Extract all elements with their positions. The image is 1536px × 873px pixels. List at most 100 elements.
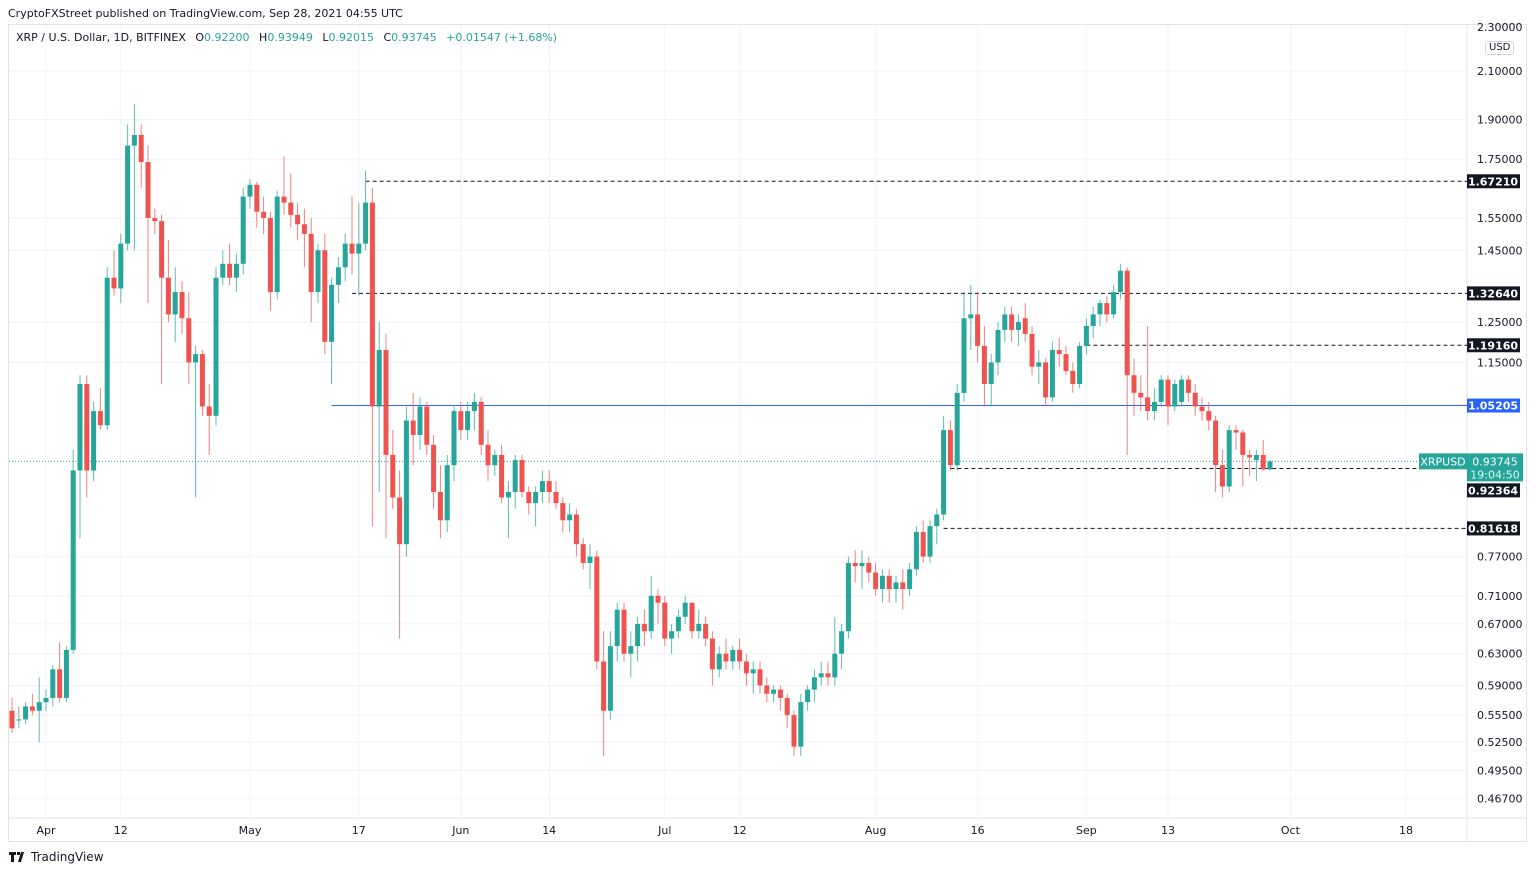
candle-body: [1124, 270, 1130, 376]
candle-body: [179, 292, 185, 319]
candle-body: [791, 715, 797, 747]
candle: [9, 697, 15, 733]
candle: [750, 661, 756, 694]
candle: [1083, 318, 1089, 355]
candle-body: [36, 702, 42, 711]
bar-countdown: 19:04:50: [1470, 468, 1519, 481]
candle: [492, 449, 498, 476]
candle-body: [186, 318, 192, 363]
candle: [757, 661, 763, 694]
candle-body: [70, 470, 76, 650]
x-tick-label: 14: [542, 824, 556, 837]
candle-body: [900, 582, 906, 590]
candle-body: [77, 383, 83, 471]
candle-body: [227, 263, 233, 278]
candle: [1179, 375, 1185, 407]
candle-body: [1151, 401, 1157, 412]
candle-body: [1206, 411, 1212, 421]
candle: [798, 693, 804, 756]
candle: [478, 397, 484, 455]
y-tick-label: 1.90000: [1477, 113, 1523, 126]
candle: [975, 292, 981, 363]
candle-body: [1158, 379, 1164, 402]
candle-body: [567, 514, 573, 521]
candle: [43, 689, 49, 711]
candle: [390, 430, 396, 509]
candle-body: [165, 277, 171, 315]
candle-body: [267, 217, 273, 293]
candle: [16, 706, 22, 729]
candle-body: [1219, 465, 1225, 487]
candle: [1260, 439, 1266, 471]
candle-body: [873, 572, 879, 590]
candle-body: [988, 362, 994, 384]
candle: [97, 388, 103, 431]
candle-body: [145, 162, 151, 218]
candle: [77, 375, 83, 539]
x-tick-label: Sep: [1076, 824, 1097, 837]
candle: [1213, 415, 1219, 492]
candle: [594, 550, 600, 670]
candle: [57, 642, 63, 703]
candle: [1036, 349, 1042, 384]
candle: [859, 550, 865, 590]
candle: [1104, 295, 1110, 323]
candle-body: [213, 277, 219, 416]
candle: [118, 233, 124, 304]
candle-body: [465, 411, 471, 431]
candle-body: [131, 134, 137, 146]
candle: [50, 665, 56, 707]
time-axis[interactable]: Apr 12 May 17 Jun 14 Jul 12 Aug 16 Sep 13 Oct 18: [36, 824, 1413, 837]
candle-body: [199, 354, 205, 407]
candle: [322, 233, 328, 355]
candle: [1063, 345, 1069, 376]
candle-body: [254, 184, 260, 212]
currency-button[interactable]: USD: [1485, 41, 1515, 55]
candle-body: [471, 401, 477, 412]
candle: [397, 470, 403, 639]
candle: [499, 444, 505, 504]
candle-body: [975, 314, 981, 346]
candle: [247, 179, 253, 209]
x-tick-label: 17: [352, 824, 366, 837]
candle-body: [696, 623, 702, 632]
candle: [308, 217, 314, 323]
candle-body: [233, 263, 239, 278]
candle: [730, 646, 736, 670]
candle-body: [220, 263, 226, 278]
candle: [662, 595, 668, 647]
candle-body: [1267, 461, 1273, 470]
candle: [512, 454, 518, 509]
y-tick-label: 0.59000: [1477, 679, 1523, 692]
candle-body: [580, 544, 586, 563]
candle: [1192, 383, 1198, 416]
candle-body: [662, 602, 668, 639]
candle: [335, 256, 341, 304]
candle-body: [519, 460, 525, 492]
candle: [981, 325, 987, 407]
candle: [1240, 430, 1246, 487]
candle-body: [805, 689, 811, 703]
candle: [70, 449, 76, 654]
candle: [29, 693, 35, 716]
candle-body: [907, 569, 913, 590]
candle: [111, 250, 117, 296]
level-label: 1.32640: [1468, 287, 1518, 300]
symbol-tag-label: XRPUSD: [1420, 455, 1465, 468]
candle-body: [1090, 314, 1096, 326]
candle: [703, 616, 709, 647]
candle-body: [961, 318, 967, 393]
candle: [376, 322, 382, 492]
x-tick-label: 18: [1399, 824, 1413, 837]
candle: [233, 253, 239, 293]
candle-body: [628, 646, 634, 654]
candle-body: [635, 623, 641, 647]
candle: [832, 616, 838, 686]
price-axis[interactable]: 2.30000 2.10000 1.90000 1.75000 1.55000 1.450…: [1477, 21, 1523, 806]
candle: [655, 589, 661, 624]
candle-body: [1131, 375, 1137, 393]
candle-body: [723, 653, 729, 662]
published-caption: CryptoFXStreet published on TradingView.…: [8, 7, 403, 20]
candle-body: [43, 697, 49, 703]
